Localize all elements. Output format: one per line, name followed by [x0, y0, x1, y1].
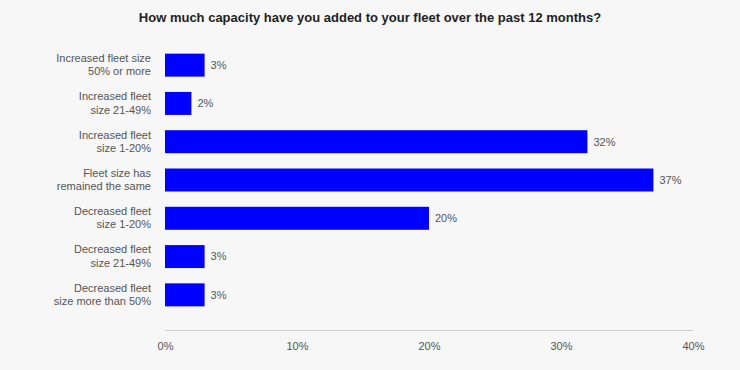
tick-label-line: Increased fleet [79, 90, 151, 102]
data-labels: 3% 2% 32% 37% 20% 3% 3% [197, 59, 681, 301]
tick-label: Increased fleet size50% or more [56, 52, 151, 77]
tick: Decreased fleetsize 1-20% [74, 205, 165, 230]
data-label: 2% [197, 97, 213, 109]
data-label: 3% [211, 250, 227, 262]
tick: Increased fleet size 21-49% [79, 90, 165, 115]
tick-label: 10% [286, 340, 308, 352]
tick-label: Decreased fleetsize more than 50% [54, 282, 151, 307]
tick-label: 40% [682, 340, 704, 352]
tick: Fleet size hasremained the same [57, 167, 165, 192]
tick-label-line: size more than 50% [54, 295, 151, 307]
tick-label: 20% [418, 340, 440, 352]
tick: Increased fleet size50% or more [56, 52, 165, 77]
tick-label-line: Increased fleet size [56, 52, 151, 64]
bar [165, 245, 205, 268]
data-label: 37% [659, 174, 681, 186]
tick: Increased fleetsize 1-20% [79, 129, 165, 154]
data-label: 3% [211, 289, 227, 301]
tick-label-line: size 21-49% [90, 104, 151, 116]
axis-line [166, 330, 694, 331]
tick-label-line: Decreased fleet [74, 282, 151, 294]
tick: Decreased fleetsize more than 50% [54, 282, 165, 307]
tick-label: Increased fleetsize 1-20% [79, 129, 151, 154]
tick: 10% [286, 330, 308, 352]
chart: How much capacity have you added to your… [0, 0, 740, 370]
tick-label-line: size 21-49% [90, 257, 151, 269]
tick-label: Decreased fleet size 21-49% [74, 243, 151, 268]
bar [165, 92, 191, 115]
tick-label: 0% [158, 340, 174, 352]
tick-label-line: Fleet size has [83, 167, 151, 179]
bar [165, 207, 429, 230]
title: How much capacity have you added to your… [139, 10, 601, 25]
tick: 40% [682, 330, 704, 352]
tick: 0% [158, 330, 174, 352]
tick-label: 30% [550, 340, 572, 352]
y-axis: Increased fleet size50% or moreIncreased… [54, 52, 165, 307]
tick-label: Increased fleet size 21-49% [79, 90, 151, 115]
bar [165, 283, 205, 306]
tick-label-line: remained the same [57, 180, 151, 192]
tick-label-line: Decreased fleet [74, 205, 151, 217]
data-label: 32% [593, 136, 615, 148]
tick-label-line: Increased fleet [79, 129, 151, 141]
plot-area [165, 54, 653, 307]
bar [165, 54, 205, 77]
tick: Decreased fleet size 21-49% [74, 243, 165, 268]
bar [165, 130, 587, 153]
tick: 20% [418, 330, 440, 352]
data-label: 20% [435, 212, 457, 224]
bar [165, 169, 653, 192]
tick: 30% [550, 330, 572, 352]
tick-label-line: size 1-20% [97, 218, 152, 230]
data-label: 3% [211, 59, 227, 71]
tick-label: Decreased fleetsize 1-20% [74, 205, 151, 230]
tick-label-line: Decreased fleet [74, 243, 151, 255]
x-axis: 0% 10% 20% 30% 40% [158, 330, 705, 352]
tick-label: Fleet size hasremained the same [57, 167, 152, 192]
tick-label-line: 50% or more [88, 65, 151, 77]
tick-label-line: size 1-20% [97, 142, 152, 154]
